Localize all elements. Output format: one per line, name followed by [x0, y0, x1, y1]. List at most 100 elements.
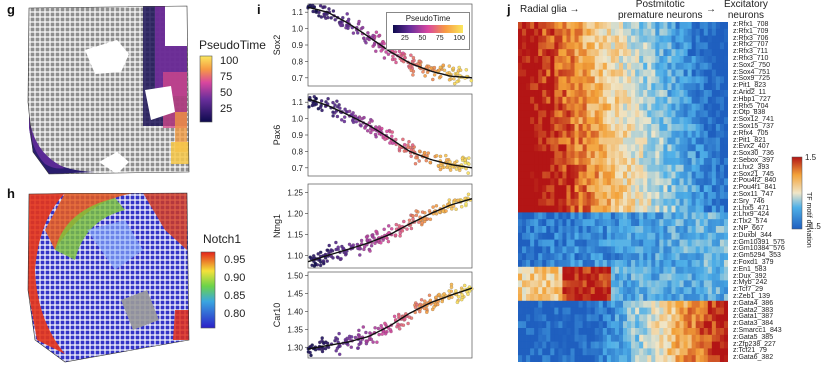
heatmap-cell	[627, 205, 632, 213]
heatmap-cell	[574, 273, 579, 281]
heatmap-cell	[522, 103, 527, 111]
heatmap-cell	[647, 158, 652, 166]
data-point	[374, 49, 378, 53]
heatmap-cell	[550, 314, 555, 322]
heatmap-cell	[618, 124, 624, 132]
heatmap-cell	[546, 96, 551, 104]
heatmap-cell	[663, 239, 668, 247]
heatmap-cell	[558, 110, 563, 118]
heatmap-cell	[679, 76, 684, 84]
data-point	[355, 31, 360, 35]
heatmap-cell	[534, 287, 539, 295]
heatmap-cell	[675, 96, 680, 104]
heatmap-cell	[606, 185, 612, 193]
heatmap-cell	[675, 144, 680, 152]
heatmap-cell	[578, 110, 584, 118]
heatmap-cell	[530, 110, 535, 118]
heatmap-cell	[526, 198, 531, 206]
heatmap-cell	[635, 178, 640, 186]
heatmap-cell	[522, 334, 527, 342]
heatmap-cell	[594, 83, 600, 91]
heatmap-cell	[707, 280, 713, 288]
tick-label: 50	[220, 87, 233, 99]
heatmap-cell	[542, 253, 547, 261]
heatmap-cell	[598, 90, 604, 98]
heatmap-cell	[679, 42, 684, 50]
heatmap-cell	[655, 341, 660, 349]
heatmap-cell	[623, 287, 628, 295]
heatmap-cell	[614, 69, 620, 77]
heatmap-cell	[586, 151, 592, 159]
heatmap-cell	[610, 171, 616, 179]
data-point	[347, 242, 352, 246]
heatmap-cell	[631, 76, 636, 84]
heatmap-cell	[570, 287, 575, 295]
heatmap-cell	[574, 198, 579, 206]
gene-label: z:Evx2_407	[733, 143, 770, 151]
heatmap-cell	[719, 96, 725, 104]
heatmap-cell	[606, 205, 612, 213]
gene-label: z:Tcf21_79	[733, 347, 767, 355]
heatmap-cell	[534, 355, 539, 362]
heatmap-cell	[723, 90, 728, 98]
data-point	[413, 161, 418, 166]
heatmap-cell	[526, 164, 531, 172]
heatmap-cell	[602, 151, 608, 159]
heatmap-cell	[715, 314, 721, 322]
heatmap-cell	[594, 56, 600, 64]
heatmap-cell	[554, 28, 559, 36]
heatmap-cell	[582, 151, 588, 159]
heatmap-cell	[546, 348, 551, 356]
heatmap-cell	[679, 49, 684, 57]
heatmap-cell	[715, 280, 721, 288]
heatmap-cell	[703, 49, 709, 57]
heatmap-cell	[687, 151, 693, 159]
spatial-map-pseudotime	[27, 5, 190, 175]
heatmap-cell	[550, 334, 555, 342]
heatmap-cell	[675, 341, 680, 349]
heatmap-cell	[610, 232, 616, 240]
heatmap-cell	[566, 22, 571, 30]
heatmap-cell	[679, 266, 684, 274]
heatmap-cell	[699, 246, 705, 254]
data-point	[411, 217, 415, 221]
heatmap-cell	[691, 260, 697, 268]
heatmap-cell	[675, 69, 680, 77]
heatmap-cell	[614, 178, 620, 186]
heatmap-cell	[671, 253, 676, 261]
heatmap-cell	[635, 144, 640, 152]
y-tick-label: 0.7	[292, 164, 304, 173]
heatmap-cell	[631, 246, 636, 254]
data-point	[333, 18, 337, 22]
heatmap-cell	[631, 130, 636, 138]
heatmap-cell	[691, 212, 697, 220]
heatmap-cell	[655, 158, 660, 166]
heatmap-cell	[683, 328, 689, 336]
heatmap-cell	[606, 49, 612, 57]
heatmap-cell	[590, 151, 596, 159]
heatmap-cell	[602, 76, 608, 84]
heatmap-cell	[647, 124, 652, 132]
data-point	[368, 331, 372, 335]
heatmap-cell	[695, 42, 701, 50]
heatmap-cell	[554, 69, 559, 77]
heatmap-cell	[602, 355, 608, 362]
heatmap-cell	[610, 314, 616, 322]
heatmap-cell	[534, 341, 539, 349]
heatmap-cell	[655, 103, 660, 111]
header-label: Excitatory	[724, 0, 768, 10]
heatmap-cell	[667, 219, 672, 227]
heatmap-cell	[667, 164, 672, 172]
heatmap-cell	[663, 355, 668, 362]
heatmap-cell	[663, 198, 668, 206]
heatmap-cell	[550, 185, 555, 193]
heatmap-cell	[602, 294, 608, 302]
gene-label: z:Sox15_737	[733, 123, 774, 130]
heatmap-cell	[546, 35, 551, 43]
data-point	[357, 342, 361, 347]
data-point	[419, 298, 424, 302]
heatmap-cell	[691, 232, 697, 240]
heatmap-cell	[546, 28, 551, 36]
heatmap-cell	[659, 321, 664, 329]
heatmap-cell	[699, 124, 705, 132]
